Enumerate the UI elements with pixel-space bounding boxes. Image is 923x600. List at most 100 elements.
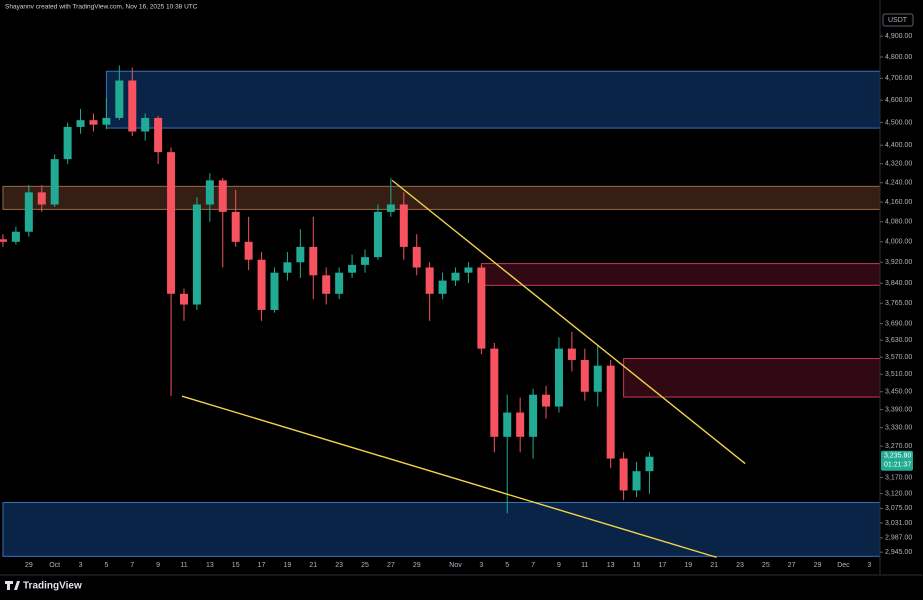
x-tick-label: 15 bbox=[232, 562, 240, 569]
y-tick-label: 4,000.00 bbox=[885, 239, 912, 246]
candle-body bbox=[373, 211, 382, 258]
y-tick-label: 3,330.00 bbox=[885, 424, 912, 431]
x-tick-label: 19 bbox=[684, 562, 692, 569]
y-tick-label: 3,031.00 bbox=[885, 520, 912, 527]
x-tick-label: 25 bbox=[361, 562, 369, 569]
x-tick-label: 29 bbox=[814, 562, 822, 569]
x-tick-label: 19 bbox=[284, 562, 292, 569]
candle-body bbox=[645, 456, 654, 472]
x-tick-label: 23 bbox=[736, 562, 744, 569]
x-tick-label: 21 bbox=[710, 562, 718, 569]
y-tick-label: 2,945.00 bbox=[885, 549, 912, 556]
candle-body bbox=[11, 231, 20, 242]
candle-body bbox=[205, 180, 214, 205]
candle-body bbox=[567, 348, 576, 360]
candle-body bbox=[37, 192, 46, 205]
x-tick-label: 5 bbox=[104, 562, 108, 569]
candle-body bbox=[593, 365, 602, 392]
currency[interactable]: USDT bbox=[888, 17, 908, 24]
x-tick-label: 11 bbox=[581, 562, 588, 569]
candle-body bbox=[296, 246, 305, 263]
trendline bbox=[181, 395, 717, 559]
candle-body bbox=[244, 241, 253, 260]
candle-body bbox=[516, 412, 525, 437]
x-tick-label: 29 bbox=[413, 562, 421, 569]
candle-body bbox=[63, 126, 72, 160]
x-tick-label: Dec bbox=[837, 562, 850, 569]
y-tick-label: 4,400.00 bbox=[885, 142, 912, 149]
brand: TradingView bbox=[23, 581, 82, 592]
candle-body bbox=[503, 412, 512, 437]
candle-body bbox=[542, 394, 551, 407]
last-price-box bbox=[881, 450, 913, 471]
candle-body bbox=[0, 239, 7, 242]
y-tick-label: 3,390.00 bbox=[885, 406, 912, 413]
candle-body bbox=[335, 272, 344, 294]
zone bbox=[623, 358, 880, 398]
candle-body bbox=[309, 246, 318, 276]
y-tick-label: 4,320.00 bbox=[885, 161, 912, 168]
x-tick-label: 23 bbox=[335, 562, 343, 569]
candle-body bbox=[361, 257, 370, 265]
candle-body bbox=[529, 394, 538, 437]
y-tick-label: 4,600.00 bbox=[885, 97, 912, 104]
candle-body bbox=[141, 117, 150, 132]
candle-body bbox=[619, 458, 628, 491]
y-tick-label: 3,120.00 bbox=[885, 491, 912, 498]
x-tick-label: Nov bbox=[449, 562, 462, 569]
candle-body bbox=[283, 262, 292, 273]
currency-box[interactable] bbox=[882, 13, 914, 27]
last-price: 3,235.80 bbox=[884, 453, 911, 460]
candle-body bbox=[399, 204, 408, 247]
candle-body bbox=[477, 267, 486, 349]
zone bbox=[480, 263, 880, 286]
y-tick-label: 4,160.00 bbox=[885, 199, 912, 206]
y-tick-label: 3,510.00 bbox=[885, 371, 912, 378]
candle-body bbox=[438, 280, 447, 294]
trendline bbox=[391, 179, 746, 465]
zone bbox=[2, 501, 880, 557]
x-tick-label: 17 bbox=[658, 562, 666, 569]
y-tick-label: 3,765.00 bbox=[885, 300, 912, 307]
candle-body bbox=[102, 117, 111, 125]
x-tick-label: 29 bbox=[25, 562, 33, 569]
x-tick-label: 5 bbox=[505, 562, 509, 569]
candle-body bbox=[89, 120, 98, 125]
y-tick-label: 3,690.00 bbox=[885, 320, 912, 327]
candle-body bbox=[179, 293, 188, 305]
plot-area bbox=[0, 65, 880, 559]
y-tick-label: 3,270.00 bbox=[885, 443, 912, 450]
y-tick-label: 3,570.00 bbox=[885, 354, 912, 361]
y-tick-label: 3,630.00 bbox=[885, 337, 912, 344]
candle-body bbox=[270, 272, 279, 310]
candle-body bbox=[115, 80, 124, 118]
candle-body bbox=[231, 211, 240, 242]
y-tick-label: 3,840.00 bbox=[885, 280, 912, 287]
x-tick-label: 27 bbox=[788, 562, 796, 569]
x-tick-label: 9 bbox=[557, 562, 561, 569]
candle-body bbox=[451, 272, 460, 281]
x-tick-label: 21 bbox=[309, 562, 317, 569]
x-tick-label: 15 bbox=[633, 562, 641, 569]
y-tick-label: 3,920.00 bbox=[885, 259, 912, 266]
candle-body bbox=[154, 117, 163, 153]
y-tick-label: 3,170.00 bbox=[885, 474, 912, 481]
candle-body bbox=[218, 180, 227, 212]
x-tick-label: 3 bbox=[479, 562, 483, 569]
x-tick-label: 25 bbox=[762, 562, 770, 569]
attribution: Shayannv created with TradingView.com, N… bbox=[5, 4, 198, 11]
candle-body bbox=[348, 264, 357, 273]
countdown: 01:21:37 bbox=[884, 462, 911, 469]
x-tick-label: 11 bbox=[180, 562, 187, 569]
y-tick-label: 3,075.00 bbox=[885, 505, 912, 512]
x-tick-label: Oct bbox=[49, 562, 60, 569]
candle-body bbox=[632, 471, 641, 491]
y-tick-label: 2,987.00 bbox=[885, 535, 912, 542]
candle-body bbox=[128, 80, 137, 132]
y-tick-label: 4,500.00 bbox=[885, 119, 912, 126]
candle-body bbox=[386, 204, 395, 212]
candle-body bbox=[425, 267, 434, 294]
candle-body bbox=[580, 359, 589, 392]
x-tick-label: 13 bbox=[206, 562, 214, 569]
